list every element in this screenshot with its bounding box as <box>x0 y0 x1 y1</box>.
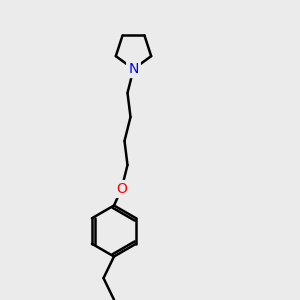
Text: N: N <box>128 62 139 76</box>
Text: N: N <box>128 62 139 76</box>
Text: O: O <box>116 182 127 196</box>
